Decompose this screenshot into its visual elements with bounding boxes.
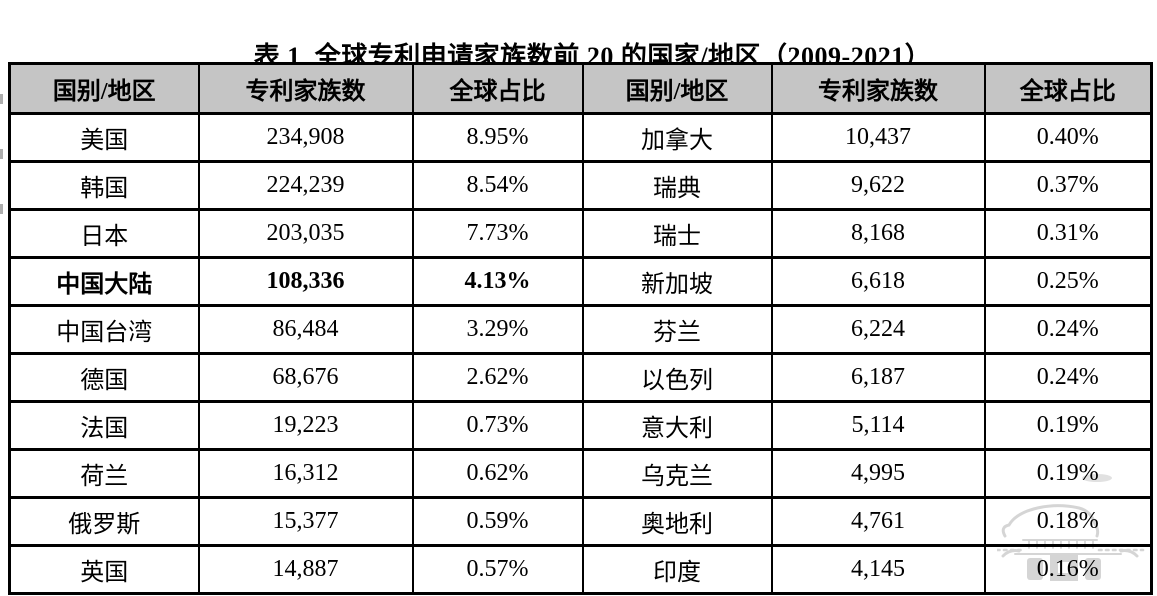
header-row: 国别/地区 专利家族数 全球占比 国别/地区 专利家族数 全球占比 [8,62,1153,115]
table-row: 法国 19,223 0.73% 意大利 5,114 0.19% [8,400,1153,451]
table-row: 俄罗斯 15,377 0.59% 奥地利 4,761 0.18% [8,496,1153,547]
cell-share: 0.18% [983,496,1153,547]
table-row: 美国 234,908 8.95% 加拿大 10,437 0.40% [8,112,1153,163]
cell-families: 19,223 [197,400,414,451]
cell-share: 4.13% [411,256,584,307]
cell-region: 中国大陆 [8,256,200,307]
cell-families: 234,908 [197,112,414,163]
cell-share: 0.24% [983,352,1153,403]
cell-families: 5,114 [770,400,986,451]
table-row: 英国 14,887 0.57% 印度 4,145 0.16% [8,544,1153,595]
cell-families: 203,035 [197,208,414,259]
cell-share: 0.59% [411,496,584,547]
cell-share: 0.19% [983,448,1153,499]
column-header-share-right: 全球占比 [983,62,1153,115]
cell-region: 新加坡 [581,256,773,307]
cell-share: 0.40% [983,112,1153,163]
cell-families: 86,484 [197,304,414,355]
cell-region: 加拿大 [581,112,773,163]
table-row: 德国 68,676 2.62% 以色列 6,187 0.24% [8,352,1153,403]
cell-share: 8.54% [411,160,584,211]
cell-share: 0.19% [983,400,1153,451]
cell-families: 68,676 [197,352,414,403]
cell-region: 日本 [8,208,200,259]
table-row: 中国台湾 86,484 3.29% 芬兰 6,224 0.24% [8,304,1153,355]
patent-family-table: 国别/地区 专利家族数 全球占比 国别/地区 专利家族数 全球占比 美国 234… [8,62,1153,595]
cell-families: 4,995 [770,448,986,499]
scan-artifact [0,204,3,214]
cell-region: 中国台湾 [8,304,200,355]
table-row: 荷兰 16,312 0.62% 乌克兰 4,995 0.19% [8,448,1153,499]
cell-region: 奥地利 [581,496,773,547]
cell-region: 法国 [8,400,200,451]
cell-families: 10,437 [770,112,986,163]
table-row: 日本 203,035 7.73% 瑞士 8,168 0.31% [8,208,1153,259]
cell-region: 英国 [8,544,200,595]
cell-families: 6,187 [770,352,986,403]
cell-families: 9,622 [770,160,986,211]
cell-share: 8.95% [411,112,584,163]
cell-region: 韩国 [8,160,200,211]
cell-region: 瑞典 [581,160,773,211]
scan-artifact [0,149,3,159]
cell-share: 0.37% [983,160,1153,211]
cell-region: 意大利 [581,400,773,451]
cell-region: 以色列 [581,352,773,403]
column-header-families-right: 专利家族数 [770,62,986,115]
scan-artifact [0,94,3,104]
cell-share: 0.24% [983,304,1153,355]
cell-families: 224,239 [197,160,414,211]
table-row: 韩国 224,239 8.54% 瑞典 9,622 0.37% [8,160,1153,211]
cell-share: 2.62% [411,352,584,403]
cell-region: 俄罗斯 [8,496,200,547]
cell-families: 4,761 [770,496,986,547]
cell-families: 15,377 [197,496,414,547]
cell-families: 108,336 [197,256,414,307]
cell-share: 0.57% [411,544,584,595]
cell-share: 7.73% [411,208,584,259]
column-header-families-left: 专利家族数 [197,62,414,115]
cell-region: 印度 [581,544,773,595]
cell-region: 瑞士 [581,208,773,259]
column-header-region-right: 国别/地区 [581,62,773,115]
cell-share: 0.25% [983,256,1153,307]
cell-share: 0.73% [411,400,584,451]
table-row-china-mainland: 中国大陆 108,336 4.13% 新加坡 6,618 0.25% [8,256,1153,307]
cell-region: 芬兰 [581,304,773,355]
cell-share: 3.29% [411,304,584,355]
cell-share: 0.16% [983,544,1153,595]
cell-region: 乌克兰 [581,448,773,499]
column-header-region-left: 国别/地区 [8,62,200,115]
cell-families: 8,168 [770,208,986,259]
cell-families: 4,145 [770,544,986,595]
cell-families: 6,618 [770,256,986,307]
cell-share: 0.62% [411,448,584,499]
cell-region: 荷兰 [8,448,200,499]
cell-families: 16,312 [197,448,414,499]
cell-families: 14,887 [197,544,414,595]
cell-share: 0.31% [983,208,1153,259]
cell-families: 6,224 [770,304,986,355]
column-header-share-left: 全球占比 [411,62,584,115]
cell-region: 美国 [8,112,200,163]
cell-region: 德国 [8,352,200,403]
